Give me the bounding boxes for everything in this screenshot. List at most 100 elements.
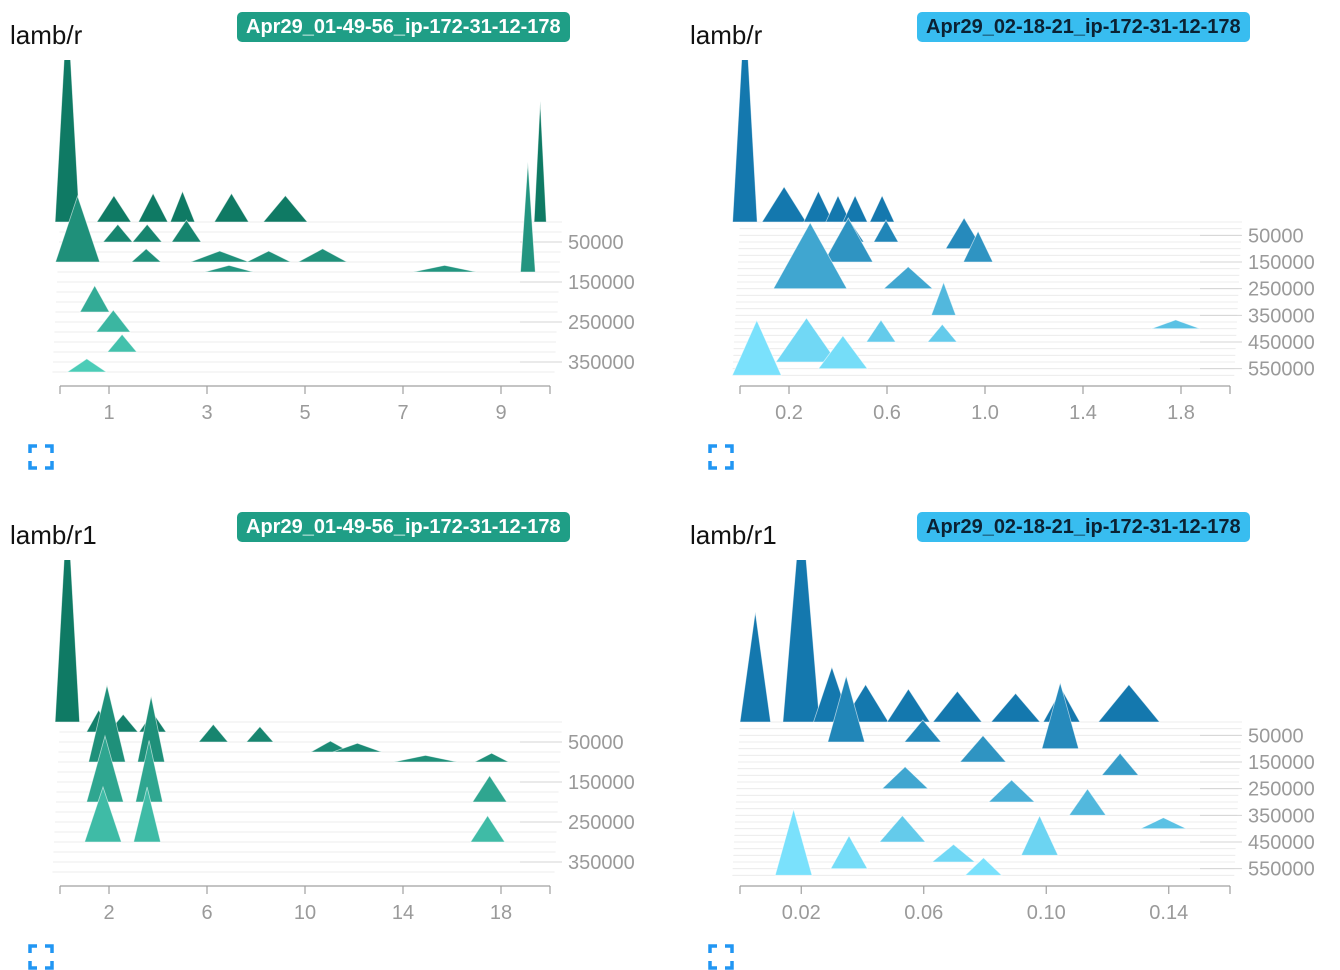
histogram-series (739, 560, 1187, 876)
x-tick-label: 6 (201, 902, 212, 924)
histogram-peak (106, 333, 138, 353)
x-tick-label: 0.02 (782, 902, 821, 924)
histogram-peak (930, 843, 977, 863)
y-tick-label: 50000 (1248, 225, 1304, 247)
histogram-peak (962, 230, 994, 263)
histogram-peak (471, 774, 508, 803)
histogram-peak (169, 190, 196, 223)
histogram-peak (246, 250, 291, 263)
histogram-peak (930, 281, 957, 316)
histogram-peak (393, 754, 458, 763)
y-tick-label: 550000 (1248, 859, 1315, 881)
y-tick-label: 50000 (568, 232, 624, 254)
histogram-peak (825, 194, 851, 223)
histogram-chart: 50000 150000 250000 350000 1 3 5 7 9 (52, 60, 635, 424)
histogram-series (54, 560, 509, 843)
expand-icon[interactable] (708, 944, 734, 970)
x-tick-label: 7 (397, 402, 408, 424)
histogram-peak (782, 560, 821, 723)
panel-title: lamb/r1 (10, 520, 97, 550)
histogram-series (731, 60, 1201, 376)
expand-icon[interactable] (28, 944, 54, 970)
histogram-panel-2: lamb/r Apr29_02-18-21_ip-172-31-12-178 5… (680, 0, 1340, 470)
y-tick-label: 250000 (1248, 279, 1315, 301)
histogram-peak (332, 742, 383, 753)
histogram-series (54, 60, 547, 373)
histogram-peak (932, 690, 983, 723)
x-tick-label: 0.6 (873, 402, 901, 424)
x-tick-label: 0.06 (904, 902, 943, 924)
y-tick-label: 50000 (1248, 725, 1304, 747)
x-tick-label: 1 (103, 402, 114, 424)
x-tick-label: 5 (299, 402, 310, 424)
histogram-peak (817, 335, 869, 370)
histogram-panel-3: lamb/r1 Apr29_01-49-56_ip-172-31-12-178 … (0, 500, 660, 970)
histogram-peak (803, 190, 834, 223)
histogram-peak (739, 611, 772, 723)
y-axis: 50000 150000 250000 350000 (520, 732, 635, 874)
y-tick-label: 350000 (568, 852, 635, 874)
x-tick-label: 0.2 (775, 402, 803, 424)
histogram-peak (882, 266, 934, 290)
y-tick-label: 50000 (568, 732, 624, 754)
x-axis: 1 3 5 7 9 (59, 385, 551, 424)
histogram-peak (54, 560, 81, 723)
histogram-peak (959, 734, 1007, 763)
histogram-peak (878, 814, 927, 843)
x-tick-label: 9 (495, 402, 506, 424)
y-tick-label: 350000 (1248, 305, 1315, 327)
histogram-peak (926, 323, 958, 343)
histogram-peak (520, 161, 536, 273)
histogram-peak (1151, 319, 1201, 330)
x-tick-label: 2 (103, 902, 114, 924)
histogram-peak (761, 186, 807, 223)
x-tick-label: 10 (294, 902, 316, 924)
histogram-peak (1097, 683, 1161, 723)
histogram-panel-1: lamb/r Apr29_01-49-56_ip-172-31-12-178 5… (0, 0, 660, 470)
x-tick-label: 0.14 (1149, 902, 1188, 924)
histogram-peak (533, 100, 547, 223)
x-tick-label: 18 (490, 902, 512, 924)
x-tick-label: 1.8 (1167, 402, 1195, 424)
histogram-peak (772, 221, 848, 290)
expand-icon[interactable] (708, 444, 734, 470)
histogram-peak (95, 309, 132, 333)
histogram-peak (869, 194, 895, 223)
x-tick-label: 0.10 (1027, 902, 1066, 924)
run-badge: Apr29_02-18-21_ip-172-31-12-178 (917, 12, 1250, 42)
histogram-peak (197, 723, 229, 743)
histogram-peak (133, 786, 162, 843)
x-tick-label: 1.4 (1069, 402, 1097, 424)
histogram-peak (204, 264, 254, 273)
histogram-peak (245, 725, 275, 743)
x-tick-label: 1.0 (971, 402, 999, 424)
expand-icon[interactable] (28, 444, 54, 470)
histogram-peak (96, 194, 132, 223)
run-badge: Apr29_01-49-56_ip-172-31-12-178 (237, 12, 570, 42)
y-tick-label: 350000 (1248, 805, 1315, 827)
histogram-peak (412, 264, 477, 273)
x-axis: 0.02 0.06 0.10 0.14 (739, 885, 1231, 924)
histogram-peak (903, 719, 942, 743)
histogram-peak (190, 250, 250, 263)
run-badge: Apr29_02-18-21_ip-172-31-12-178 (917, 512, 1250, 542)
histogram-peak (990, 692, 1041, 723)
histogram-peak (130, 248, 162, 263)
histogram-peak (886, 688, 931, 723)
panel-title: lamb/r (690, 20, 763, 50)
y-axis: 50000 150000 250000 350000 450000 550000 (1200, 725, 1315, 881)
y-tick-label: 150000 (568, 272, 635, 294)
y-axis: 50000 150000 250000 350000 450000 550000 (1200, 225, 1315, 381)
histogram-peak (474, 752, 509, 763)
histogram-peak (775, 317, 838, 363)
histogram-peak (262, 194, 309, 223)
panel-title: lamb/r1 (690, 520, 777, 550)
x-tick-label: 3 (201, 402, 212, 424)
x-axis: 0.2 0.6 1.0 1.4 1.8 (739, 385, 1231, 424)
histogram-peak (881, 766, 930, 790)
histogram-peak (131, 223, 163, 243)
histogram-peak (1100, 752, 1140, 776)
histogram-peak (297, 248, 348, 263)
y-tick-label: 450000 (1248, 832, 1315, 854)
